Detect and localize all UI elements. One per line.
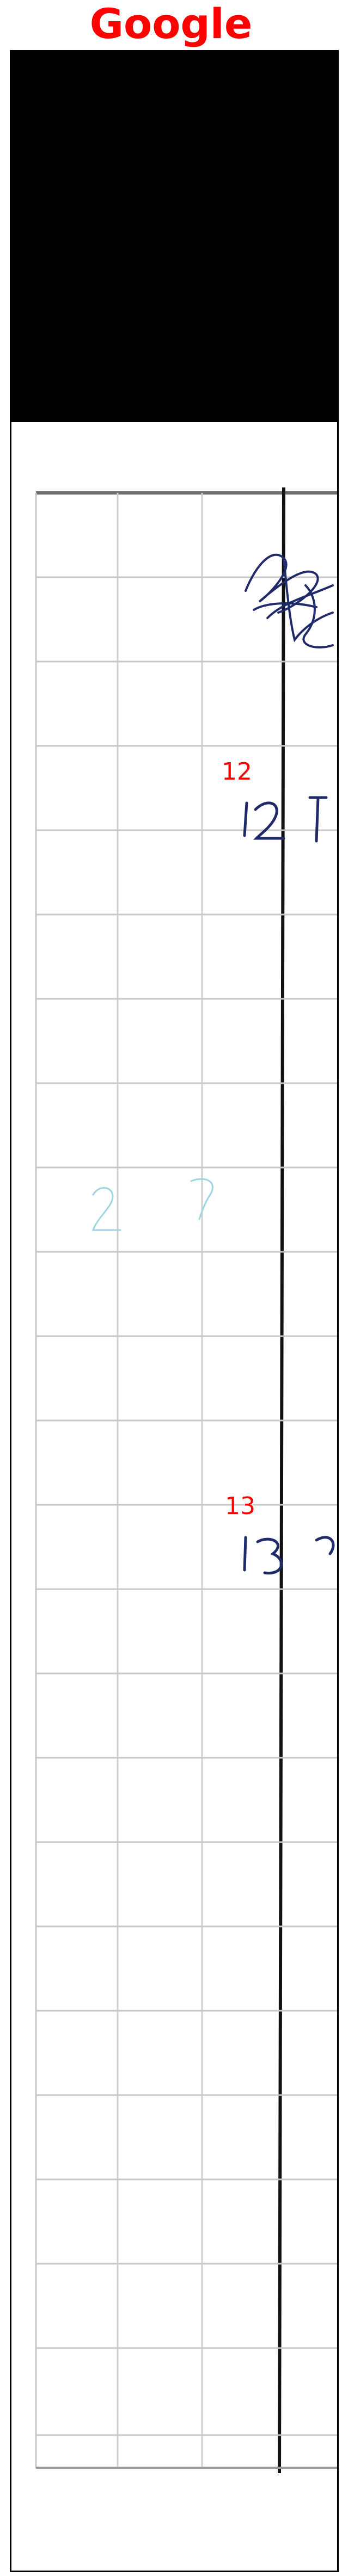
- annotation-label-13: 13: [225, 1492, 255, 1520]
- handwritten-number-13: [243, 1536, 335, 1575]
- grid-lines: [35, 487, 337, 2474]
- column-rule: [278, 487, 285, 2474]
- grid-horizontal-lines: [36, 576, 337, 2436]
- handwritten-number-12: [243, 796, 328, 843]
- scanned-document: 12 13: [10, 50, 339, 2572]
- faint-pencil-marks: [91, 1178, 214, 1231]
- redaction-block: [11, 52, 337, 422]
- annotation-label-12: 12: [222, 758, 252, 786]
- signature-scribble: [245, 553, 334, 648]
- grid-paper: [11, 422, 337, 2571]
- page-title: Google: [89, 0, 253, 48]
